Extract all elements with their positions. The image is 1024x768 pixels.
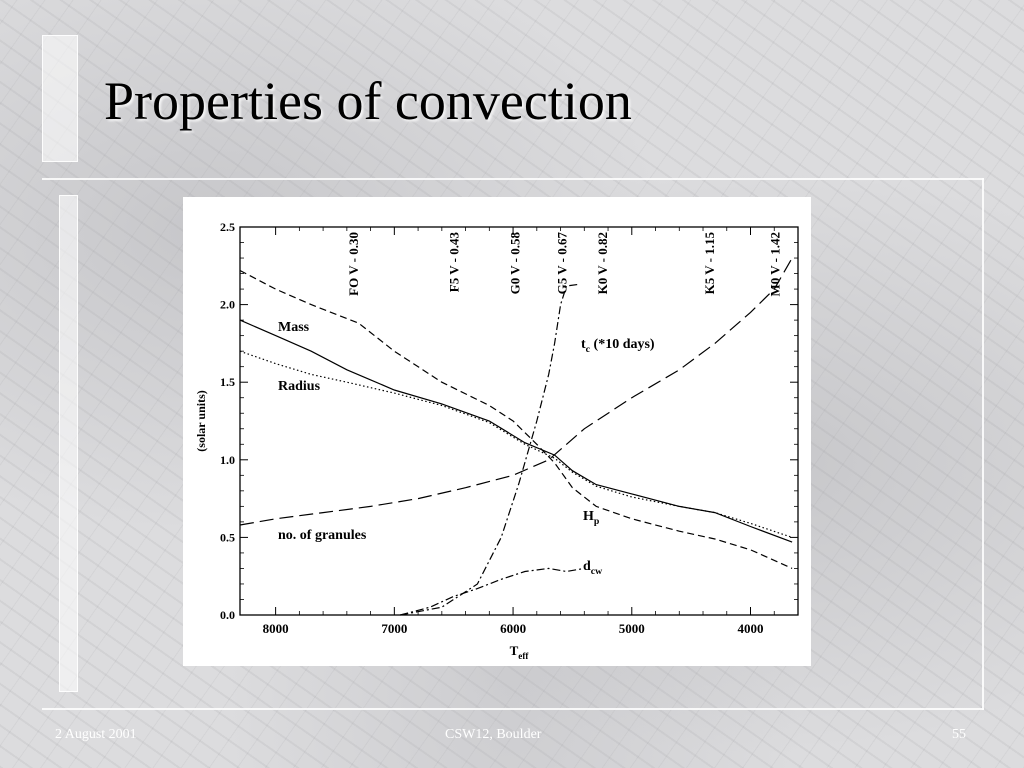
x-tick-label-5000: 5000 <box>619 621 645 636</box>
series-label-0: Mass <box>278 320 310 335</box>
footer-page-number: 55 <box>952 727 966 742</box>
y-axis-label: (solar units) <box>194 390 208 451</box>
plot-frame <box>239 226 799 616</box>
spectral-type-label-4: K0 V - 0.82 <box>595 232 610 294</box>
y-tick-label-4: 2.0 <box>220 298 235 312</box>
x-tick-label-7000: 7000 <box>381 621 407 636</box>
convection-chart: 8000 7000 6000 5000 4000 0.0 0.5 1.0 1.5 2.0 2.5 Te… <box>194 220 799 661</box>
series-label-4: tc (*10 days) <box>581 337 655 355</box>
y-tick-label-0: 0.0 <box>220 608 235 622</box>
series-label-1: Radius <box>278 379 321 394</box>
spectral-type-label-1: F5 V - 0.43 <box>447 232 462 293</box>
series-line-4 <box>400 283 579 616</box>
chart-panel: 8000 7000 6000 5000 4000 0.0 0.5 1.0 1.5 2.0 2.5 Te… <box>183 197 811 666</box>
y-tick-label-5: 2.5 <box>220 220 235 234</box>
x-tick-label-8000: 8000 <box>263 621 289 636</box>
series-label-2: Hp <box>583 509 600 527</box>
frame-top-rule <box>42 178 984 180</box>
content-accent-bar <box>59 195 78 692</box>
x-tick-label-6000: 6000 <box>500 621 526 636</box>
spectral-type-label-5: K5 V - 1.15 <box>702 232 717 295</box>
spectral-type-label-0: FO V - 0.30 <box>346 232 361 296</box>
x-tick-label-4000: 4000 <box>738 621 764 636</box>
series-line-5 <box>400 567 585 616</box>
spectral-type-label-3: G5 V - 0.67 <box>555 232 570 295</box>
spectral-type-label-2: G0 V - 0.58 <box>507 232 522 295</box>
y-tick-label-2: 1.0 <box>220 453 235 467</box>
series-line-0 <box>239 319 793 543</box>
footer-event: CSW12, Boulder <box>445 727 542 742</box>
frame-right-rule <box>982 178 984 710</box>
y-tick-label-3: 1.5 <box>220 375 235 389</box>
series-label-3: no. of granules <box>278 528 367 543</box>
slide-title: Properties of convection <box>104 71 632 131</box>
series-line-1 <box>239 350 793 538</box>
x-axis-label: Teff <box>510 643 530 661</box>
frame-bottom-rule <box>42 708 984 710</box>
spectral-type-label-6: M0 V - 1.42 <box>767 232 782 297</box>
series-line-3 <box>239 257 793 526</box>
title-accent-bar <box>42 35 78 162</box>
series-line-2 <box>239 269 793 569</box>
series-label-5: dcw <box>583 559 603 577</box>
y-tick-label-1: 0.5 <box>220 530 235 544</box>
footer-date: 2 August 2001 <box>55 727 137 742</box>
